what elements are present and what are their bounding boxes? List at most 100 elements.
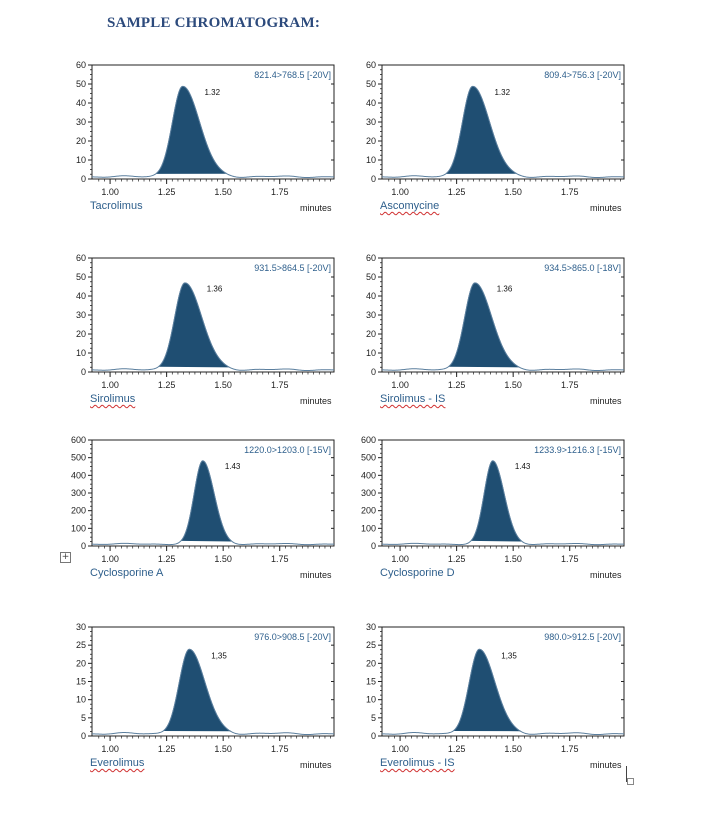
chromatogram-trace bbox=[91, 460, 335, 546]
chart-svg: 0 10 20 30 40 50 60 1.00 1.25 1.50 1.75 1.32 821.4>7… bbox=[76, 60, 335, 197]
peak-rt-label: 1.36 bbox=[207, 285, 223, 294]
y-tick-label: 10 bbox=[366, 695, 376, 705]
x-tick-label: 1.25 bbox=[158, 554, 176, 564]
y-tick-label: 10 bbox=[366, 348, 376, 358]
y-tick-label: 0 bbox=[81, 541, 86, 551]
chart-svg: 0 5 10 15 20 25 30 1.00 1.25 1.50 1.75 1,35 980.0>91… bbox=[366, 622, 625, 754]
y-tick-label: 20 bbox=[76, 658, 86, 668]
peak-rt-label: 1.43 bbox=[225, 462, 241, 471]
chromatogram-panel-sirolimus-is: 0 10 20 30 40 50 60 1.00 1.25 1.50 1.75 1.36 934.5>8… bbox=[350, 248, 640, 418]
peak-rt-label: 1.32 bbox=[494, 88, 510, 97]
transition-label: 980.0>912.5 [-20V] bbox=[544, 632, 621, 642]
y-tick-label: 300 bbox=[71, 488, 86, 498]
y-tick-label: 0 bbox=[371, 541, 376, 551]
peak-rt-label: 1.36 bbox=[497, 285, 513, 294]
compound-name: Everolimus - IS bbox=[380, 757, 455, 769]
x-tick-label: 1.25 bbox=[448, 744, 466, 754]
chromatogram-trace bbox=[381, 85, 625, 179]
chart-svg: 0 5 10 15 20 25 30 1.00 1.25 1.50 1.75 1,35 976.0>90… bbox=[76, 622, 335, 754]
transition-label: 821.4>768.5 [-20V] bbox=[254, 70, 331, 80]
y-tick-label: 20 bbox=[366, 329, 376, 339]
compound-name: Cyclosporine D bbox=[380, 567, 455, 579]
transition-label: 931.5>864.5 [-20V] bbox=[254, 263, 331, 273]
x-tick-label: 1.00 bbox=[101, 744, 119, 754]
x-tick-label: 1.25 bbox=[158, 380, 176, 390]
x-axis-label: minutes bbox=[590, 396, 622, 406]
expand-table-icon[interactable]: + bbox=[60, 552, 71, 563]
peak-area bbox=[162, 648, 231, 732]
x-tick-label: 1.00 bbox=[391, 187, 409, 197]
y-tick-label: 400 bbox=[71, 470, 86, 480]
x-tick-label: 1.50 bbox=[504, 187, 522, 197]
chromatogram-panel-cyclosporine-a: 0 100 200 300 400 500 600 1.00 1.25 1.50 1.75 1.43 1… bbox=[60, 430, 350, 592]
chart-svg: 0 10 20 30 40 50 60 1.00 1.25 1.50 1.75 1.32 809.4>7… bbox=[366, 60, 625, 197]
compound-name: Sirolimus - IS bbox=[380, 393, 446, 405]
chromatogram-trace bbox=[91, 282, 335, 372]
chromatogram-trace bbox=[91, 85, 335, 179]
y-tick-label: 30 bbox=[76, 310, 86, 320]
y-tick-label: 5 bbox=[81, 713, 86, 723]
x-axis-label: minutes bbox=[590, 203, 622, 213]
y-tick-label: 40 bbox=[76, 98, 86, 108]
x-tick-label: 1.25 bbox=[448, 187, 466, 197]
x-tick-label: 1.75 bbox=[561, 380, 579, 390]
transition-label: 976.0>908.5 [-20V] bbox=[254, 632, 331, 642]
peak-area bbox=[155, 85, 227, 174]
y-tick-label: 30 bbox=[366, 117, 376, 127]
y-tick-label: 600 bbox=[361, 435, 376, 445]
y-tick-label: 60 bbox=[76, 253, 86, 263]
page-title: SAMPLE CHROMATOGRAM: bbox=[107, 15, 321, 31]
chromatogram-panel-sirolimus: 0 10 20 30 40 50 60 1.00 1.25 1.50 1.75 1.36 931.5>8… bbox=[60, 248, 350, 418]
compound-name: Cyclosporine A bbox=[90, 567, 164, 579]
chromatogram-panel-ascomycine: 0 10 20 30 40 50 60 1.00 1.25 1.50 1.75 1.32 809.4>7… bbox=[350, 55, 640, 225]
x-tick-label: 1.75 bbox=[271, 380, 289, 390]
x-tick-label: 1.50 bbox=[214, 554, 232, 564]
y-tick-label: 600 bbox=[71, 435, 86, 445]
y-tick-label: 30 bbox=[76, 622, 86, 632]
x-axis-label: minutes bbox=[300, 396, 332, 406]
x-axis-label: minutes bbox=[300, 570, 332, 580]
y-tick-label: 10 bbox=[366, 155, 376, 165]
x-tick-label: 1.00 bbox=[101, 187, 119, 197]
y-tick-label: 50 bbox=[366, 79, 376, 89]
x-tick-label: 1.50 bbox=[504, 554, 522, 564]
y-tick-label: 25 bbox=[366, 640, 376, 650]
x-axis-label: minutes bbox=[300, 760, 332, 770]
x-tick-label: 1.00 bbox=[391, 554, 409, 564]
peak-rt-label: 1,35 bbox=[501, 651, 517, 660]
x-tick-label: 1.25 bbox=[448, 380, 466, 390]
transition-label: 809.4>756.3 [-20V] bbox=[544, 70, 621, 80]
y-tick-label: 500 bbox=[361, 453, 376, 463]
y-tick-label: 30 bbox=[366, 310, 376, 320]
x-tick-label: 1.50 bbox=[214, 744, 232, 754]
x-tick-label: 1.00 bbox=[391, 380, 409, 390]
x-tick-label: 1.25 bbox=[158, 744, 176, 754]
x-tick-label: 1.00 bbox=[391, 744, 409, 754]
peak-area bbox=[445, 85, 517, 174]
peak-area bbox=[452, 648, 521, 732]
transition-label: 934.5>865.0 [-18V] bbox=[544, 263, 621, 273]
y-tick-label: 30 bbox=[76, 117, 86, 127]
y-tick-label: 10 bbox=[76, 348, 86, 358]
y-tick-label: 50 bbox=[366, 272, 376, 282]
x-tick-label: 1.00 bbox=[101, 380, 119, 390]
chromatogram-panel-everolimus: 0 5 10 15 20 25 30 1.00 1.25 1.50 1.75 1,35 976.0>90… bbox=[60, 617, 350, 782]
y-tick-label: 40 bbox=[366, 291, 376, 301]
transition-label: 1233.9>1216.3 [-15V] bbox=[534, 445, 621, 455]
y-tick-label: 60 bbox=[366, 253, 376, 263]
y-tick-label: 0 bbox=[81, 731, 86, 741]
chart-svg: 0 10 20 30 40 50 60 1.00 1.25 1.50 1.75 1.36 934.5>8… bbox=[366, 253, 625, 390]
y-tick-label: 200 bbox=[361, 506, 376, 516]
y-tick-label: 400 bbox=[361, 470, 376, 480]
y-tick-label: 15 bbox=[76, 677, 86, 687]
compound-name: Everolimus bbox=[90, 757, 145, 769]
x-tick-label: 1.00 bbox=[101, 554, 119, 564]
x-tick-label: 1.75 bbox=[561, 187, 579, 197]
y-tick-label: 50 bbox=[76, 272, 86, 282]
chromatogram-trace bbox=[91, 648, 335, 736]
x-tick-label: 1.25 bbox=[448, 554, 466, 564]
y-tick-label: 50 bbox=[76, 79, 86, 89]
x-axis-label: minutes bbox=[590, 760, 622, 770]
chromatogram-trace bbox=[381, 648, 625, 736]
y-tick-label: 60 bbox=[76, 60, 86, 70]
